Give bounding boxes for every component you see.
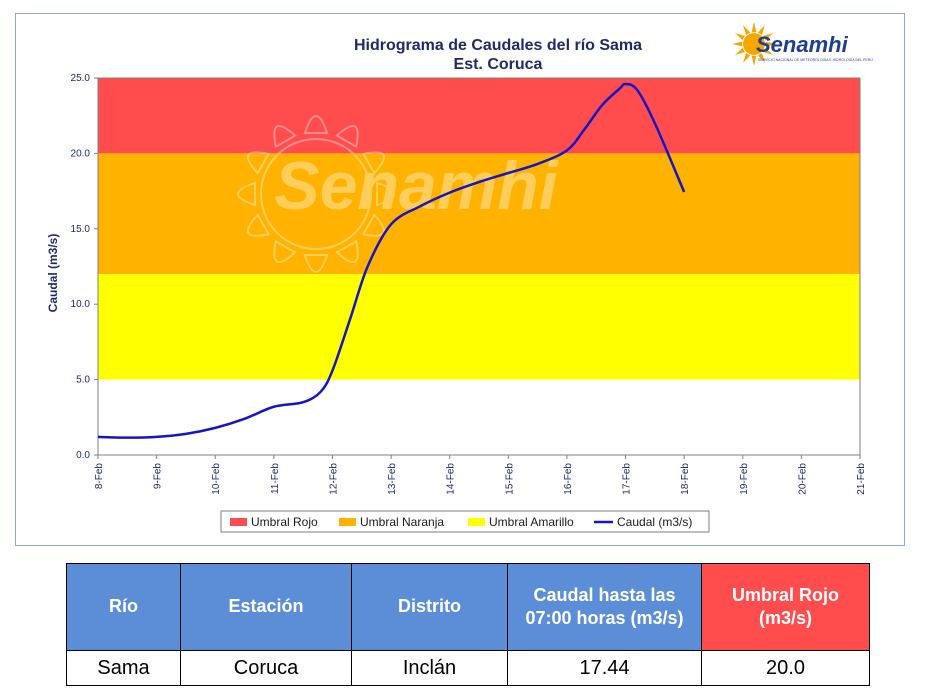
table-row: Sama Coruca Inclán 17.44 20.0	[66, 650, 870, 686]
chart-subtitle: Est. Coruca	[454, 56, 543, 73]
x-tick-label: 9-Feb	[153, 463, 164, 490]
watermark-ray	[335, 124, 359, 149]
header-umbral-rojo: Umbral Rojo (m3/s)	[701, 563, 870, 651]
logo-ray	[734, 33, 746, 41]
watermark-ray	[273, 239, 297, 264]
x-axis-ticks: 8-Feb 9-Feb 10-Feb 11-Feb 12-Feb 13-Feb 14-Feb…	[94, 455, 867, 495]
cell-caudal: 17.44	[507, 650, 702, 686]
logo-ray	[757, 24, 765, 36]
logo-ray	[757, 52, 765, 64]
x-tick-label: 21-Feb	[856, 463, 867, 495]
table-header-row: Río Estación Distrito Caudal hasta las 0…	[66, 563, 870, 651]
logo-ray	[743, 52, 751, 64]
logo-subtext: SERVICIO NACIONAL DE METEOROLOGÍA E HIDR…	[758, 58, 873, 62]
watermark-ray	[375, 181, 395, 207]
y-tick-label: 15.0	[71, 224, 91, 235]
cell-rio: Sama	[66, 650, 181, 686]
legend: Umbral Rojo Umbral Naranja Umbral Amaril…	[220, 510, 710, 533]
station-table: Río Estación Distrito Caudal hasta las 0…	[66, 563, 870, 686]
y-tick-label: 10.0	[71, 299, 91, 310]
x-tick-label: 17-Feb	[622, 463, 633, 495]
cell-estacion: Coruca	[180, 650, 352, 686]
legend-label-rojo: Umbral Rojo	[251, 515, 318, 529]
header-caudal: Caudal hasta las 07:00 horas (m3/s)	[507, 563, 702, 651]
chart-title: Hidrograma de Caudales del río Sama	[354, 37, 642, 54]
watermark-ray	[335, 239, 359, 264]
plot-area-border	[97, 77, 861, 456]
header-distrito: Distrito	[351, 563, 508, 651]
x-tick-label: 15-Feb	[504, 463, 515, 495]
senamhi-logo: Senamhi SERVICIO NACIONAL DE METEOROLOGÍ…	[732, 22, 873, 66]
y-axis-ticks: 0.0 5.0 10.0 15.0 20.0 25.0	[71, 73, 98, 461]
logo-text: Senamhi	[756, 32, 849, 57]
logo-ray	[762, 47, 774, 55]
watermark-ray	[303, 115, 329, 135]
x-tick-label: 20-Feb	[797, 463, 808, 495]
logo-ray	[751, 55, 757, 66]
header-rio: Río	[66, 563, 181, 651]
legend-label-caudal: Caudal (m3/s)	[617, 515, 692, 529]
watermark-ray	[361, 151, 386, 175]
logo-ray	[732, 41, 743, 47]
y-tick-label: 20.0	[71, 148, 91, 159]
watermark-ray	[246, 213, 271, 237]
logo-ray	[765, 41, 776, 47]
band-umbral-naranja	[98, 153, 860, 275]
x-tick-label: 8-Feb	[94, 463, 105, 490]
x-tick-label: 10-Feb	[211, 463, 222, 495]
x-tick-label: 12-Feb	[328, 463, 339, 495]
x-tick-label: 16-Feb	[563, 463, 574, 495]
x-tick-label: 13-Feb	[387, 463, 398, 495]
watermark-ray	[237, 181, 257, 207]
watermark-ray	[273, 124, 297, 149]
senamhi-watermark: Senamhi	[237, 115, 560, 273]
legend-swatch-rojo	[230, 518, 247, 526]
legend-label-amarillo: Umbral Amarillo	[489, 515, 574, 529]
logo-ray	[751, 22, 757, 33]
chart-frame: Senamhi 0.0 5.0 10.0 15.0 20.0 25.0 8-Feb 9-Fe…	[15, 13, 905, 546]
x-tick-label: 14-Feb	[446, 463, 457, 495]
legend-swatch-amarillo	[468, 518, 485, 526]
sun-icon	[732, 22, 776, 66]
watermark-text: Senamhi	[274, 148, 560, 224]
x-tick-label: 18-Feb	[680, 463, 691, 495]
header-estacion: Estación	[180, 563, 352, 651]
y-tick-label: 0.0	[76, 450, 90, 461]
logo-ray	[734, 47, 746, 55]
band-umbral-amarillo	[98, 274, 860, 380]
watermark-ray	[246, 151, 271, 175]
y-axis-label: Caudal (m3/s)	[46, 234, 60, 313]
legend-label-naranja: Umbral Naranja	[360, 515, 444, 529]
x-tick-label: 11-Feb	[270, 463, 281, 494]
watermark-ray	[303, 253, 329, 273]
y-tick-label: 5.0	[76, 375, 90, 386]
x-tick-label: 19-Feb	[739, 463, 750, 495]
band-umbral-rojo	[98, 78, 860, 154]
series-line-caudal	[97, 82, 686, 439]
logo-ray	[743, 24, 751, 36]
logo-ray	[762, 33, 774, 41]
watermark-ray	[361, 213, 386, 237]
y-tick-label: 25.0	[71, 73, 91, 84]
threshold-bands	[98, 78, 860, 380]
cell-distrito: Inclán	[351, 650, 508, 686]
legend-box	[220, 510, 710, 533]
legend-swatch-naranja	[339, 518, 356, 526]
cell-umbral: 20.0	[701, 650, 870, 686]
hydrograph-chart: Senamhi 0.0 5.0 10.0 15.0 20.0 25.0 8-Feb 9-Fe…	[46, 22, 873, 533]
